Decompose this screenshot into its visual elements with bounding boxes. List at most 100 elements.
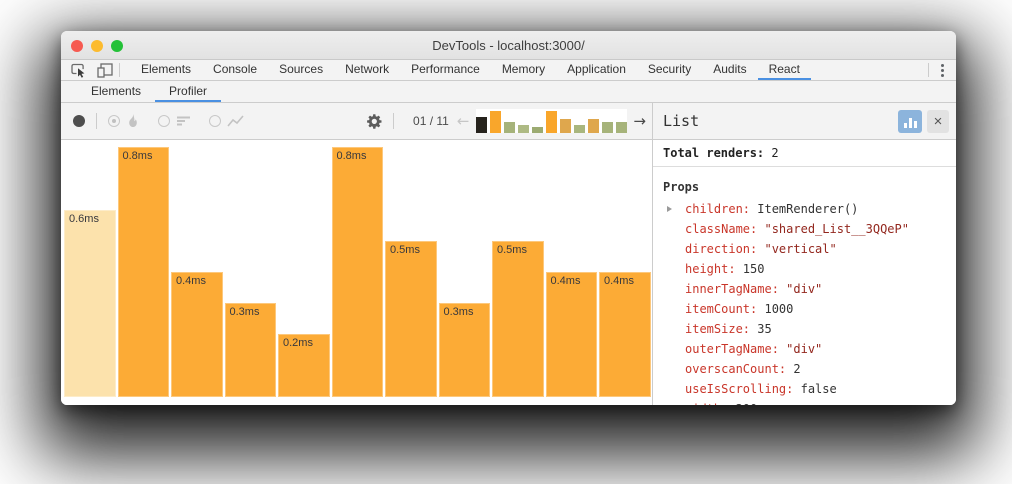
snapshot-mini-chart xyxy=(476,109,628,133)
prop-value: ItemRenderer() xyxy=(757,202,859,216)
mini-bar[interactable] xyxy=(560,119,572,133)
expand-triangle-icon[interactable] xyxy=(667,206,672,212)
prop-key: height: xyxy=(685,262,743,276)
prop-key: outerTagName: xyxy=(685,342,787,356)
bar-duration-label: 0.2ms xyxy=(283,337,313,349)
prop-key: overscanCount: xyxy=(685,362,794,376)
total-renders-label: Total renders: xyxy=(663,146,765,160)
mini-bar[interactable] xyxy=(546,111,558,133)
tab-memory[interactable]: Memory xyxy=(501,62,546,76)
minimize-window-button[interactable] xyxy=(91,40,103,52)
tab-sources[interactable]: Sources xyxy=(279,62,324,76)
tab-application[interactable]: Application xyxy=(567,62,626,76)
mini-bar[interactable] xyxy=(504,122,516,133)
details-panel-header: List × xyxy=(653,103,956,140)
bar-duration-label: 0.3ms xyxy=(443,306,474,318)
traffic-lights xyxy=(71,40,123,52)
tab-bar-right xyxy=(928,60,956,80)
chart-bar[interactable]: 0.3ms xyxy=(224,303,276,397)
mini-bar[interactable] xyxy=(616,122,628,133)
previous-snapshot-arrow[interactable]: ← xyxy=(456,111,470,130)
chart-bar[interactable]: 0.5ms xyxy=(492,241,544,397)
bar-duration-label: 0.3ms xyxy=(229,306,260,318)
tab-console[interactable]: Console xyxy=(213,62,258,76)
react-subtab-bar: Elements Profiler xyxy=(61,81,956,103)
chart-bar[interactable]: 0.4ms xyxy=(599,272,651,397)
component-details-panel: List × Total renders: 2 Props children: … xyxy=(652,103,956,405)
mini-bar[interactable] xyxy=(490,111,502,133)
mini-bar[interactable] xyxy=(588,119,600,133)
prop-key: className: xyxy=(685,222,765,236)
bar-duration-label: 0.4ms xyxy=(550,275,581,287)
mini-bar[interactable] xyxy=(532,127,544,133)
interactions-view-radio[interactable] xyxy=(209,115,221,127)
subtab-profiler[interactable]: Profiler xyxy=(155,81,222,102)
devtools-tabs: Elements Console Sources Network Performance… xyxy=(130,60,811,80)
mini-bar-selected[interactable] xyxy=(476,117,488,133)
subtab-elements[interactable]: Elements xyxy=(91,83,142,98)
chart-bar[interactable]: 0.4ms xyxy=(545,272,597,397)
chart-bar[interactable]: 0.8ms xyxy=(117,147,169,397)
prop-value: 35 xyxy=(757,322,772,336)
prop-key: itemSize: xyxy=(685,322,758,336)
record-button[interactable] xyxy=(73,115,85,127)
interactions-chart-icon[interactable] xyxy=(227,114,244,128)
ranked-chart-icon[interactable] xyxy=(176,114,191,128)
device-toolbar-icon[interactable] xyxy=(97,62,113,78)
chart-bar[interactable]: 0.5ms xyxy=(385,241,437,397)
snapshot-divider xyxy=(393,113,395,129)
prop-row-innerTagName: innerTagName: "div" xyxy=(663,279,946,299)
view-component-chart-button[interactable] xyxy=(898,109,922,133)
devtools-tool-icons xyxy=(61,60,119,80)
prop-value: "div" xyxy=(786,342,823,356)
prop-row-useIsScrolling: useIsScrolling: false xyxy=(663,379,946,399)
tab-elements[interactable]: Elements xyxy=(141,62,192,76)
tab-performance[interactable]: Performance xyxy=(411,62,480,76)
prop-row-className: className: "shared_List__3QQeP" xyxy=(663,219,946,239)
prop-key: useIsScrolling: xyxy=(685,382,801,396)
prop-row-itemSize: itemSize: 35 xyxy=(663,319,946,339)
prop-value: "shared_List__3QQeP" xyxy=(764,222,909,236)
chart-bar[interactable]: 0.4ms xyxy=(171,272,223,397)
commit-bar-chart: 0.6ms 0.8ms 0.4ms 0.3ms 0.2ms 0.8ms 0.5ms 0.3ms… xyxy=(61,140,652,405)
prop-row-direction: direction: "vertical" xyxy=(663,239,946,259)
more-options-icon[interactable] xyxy=(937,62,948,79)
prop-key: itemCount: xyxy=(685,302,765,316)
ranked-view-radio[interactable] xyxy=(158,115,170,127)
prop-key: direction: xyxy=(685,242,765,256)
close-window-button[interactable] xyxy=(71,40,83,52)
next-snapshot-arrow[interactable]: → xyxy=(633,111,646,130)
zoom-window-button[interactable] xyxy=(111,40,123,52)
bar-duration-label: 0.5ms xyxy=(497,244,527,256)
chart-bar[interactable]: 0.8ms xyxy=(331,147,383,397)
settings-gear-icon[interactable] xyxy=(366,113,383,130)
prop-row-children: children: ItemRenderer() xyxy=(663,199,946,219)
tab-react[interactable]: React xyxy=(757,60,811,80)
mini-bar[interactable] xyxy=(602,122,614,133)
mini-bar[interactable] xyxy=(518,125,530,133)
tab-security[interactable]: Security xyxy=(647,62,692,76)
prop-row-height: height: 150 xyxy=(663,259,946,279)
devtools-tab-bar: Elements Console Sources Network Performance… xyxy=(61,60,956,81)
flamegraph-view-radio[interactable] xyxy=(108,115,120,127)
tab-audits[interactable]: Audits xyxy=(713,62,747,76)
chart-bar[interactable]: 0.2ms xyxy=(278,334,330,397)
bar-duration-label: 0.4ms xyxy=(176,275,206,287)
chart-bar[interactable]: 0.6ms xyxy=(64,210,116,397)
flamegraph-icon[interactable] xyxy=(126,114,140,128)
bar-duration-label: 0.8ms xyxy=(336,150,367,162)
prop-value: 1000 xyxy=(764,302,794,316)
bar-duration-label: 0.6ms xyxy=(69,213,99,225)
prop-row-outerTagName: outerTagName: "div" xyxy=(663,339,946,359)
bar-duration-label: 0.5ms xyxy=(390,244,420,256)
prop-value: 300 xyxy=(736,402,758,405)
chart-bar[interactable]: 0.3ms xyxy=(438,303,490,397)
prop-value: "vertical" xyxy=(764,242,837,256)
prop-value: 150 xyxy=(742,262,765,276)
profiler-left-column: 01 / 11 ← → 0.6ms 0.8ms 0.4ms 0.3ms 0.2ms 0.8… xyxy=(61,103,652,405)
inspect-element-icon[interactable] xyxy=(71,63,87,78)
mini-bar[interactable] xyxy=(574,125,586,133)
devtools-window: DevTools - localhost:3000/ xyxy=(61,31,956,405)
tab-network[interactable]: Network xyxy=(345,62,390,76)
close-details-icon[interactable]: × xyxy=(927,109,949,133)
